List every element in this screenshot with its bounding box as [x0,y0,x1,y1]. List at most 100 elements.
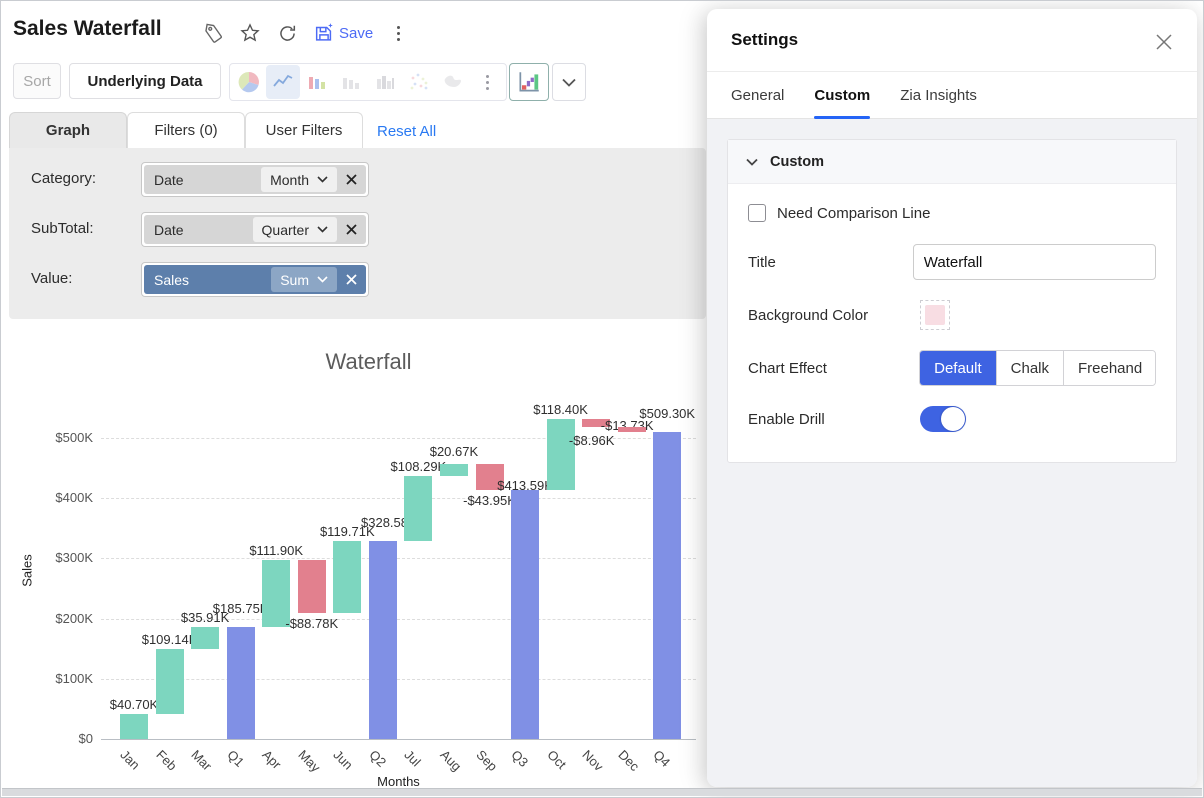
waterfall-bar-nov[interactable] [582,418,611,427]
tab-graph[interactable]: Graph [9,112,127,149]
waterfall-bar-q4[interactable] [653,432,682,739]
close-icon[interactable] [1153,31,1175,53]
need-comparison-line-checkbox[interactable] [748,204,766,222]
remove-subtotal-icon[interactable] [346,224,357,235]
x-tick-label-oct[interactable]: Oct [543,747,569,772]
chevron-down-icon [746,158,758,166]
enable-drill-label: Enable Drill [748,410,825,428]
data-label-feb: $109.14K [141,631,198,647]
chart-effect-option-freehand[interactable]: Freehand [1063,351,1156,385]
kebab-menu-icon[interactable] [386,21,410,45]
x-tick-label-dec[interactable]: Dec [615,747,643,774]
x-tick-label-apr[interactable]: Apr [259,747,285,772]
waterfall-bar-q1[interactable] [226,627,255,739]
x-tick-label-q2[interactable]: Q2 [366,747,390,770]
waterfall-chart-icon[interactable] [509,63,549,101]
bar-chart-icon[interactable] [300,65,334,99]
remove-value-icon[interactable] [346,274,357,285]
data-label-q4: $509.30K [639,406,696,422]
enable-drill-toggle[interactable] [920,406,966,432]
waterfall-bar-apr[interactable] [262,559,291,628]
chevron-down-icon [317,276,328,283]
waterfall-bar-dec[interactable] [617,427,646,433]
waterfall-bar-q2[interactable] [368,541,397,739]
tab-filters[interactable]: Filters (0) [127,112,245,149]
waterfall-bar-feb[interactable] [155,648,184,715]
refresh-icon[interactable] [275,21,299,45]
save-label: Save [339,24,374,42]
chart-effect-option-default[interactable]: Default [920,351,996,385]
value-function-select[interactable]: Sum [271,267,337,292]
page-title: Sales Waterfall [13,17,162,40]
scatter-plot-icon[interactable] [402,65,436,99]
background-color-swatch[interactable] [920,300,950,330]
y-tick-label: $400K [55,490,93,506]
x-tick-label-aug[interactable]: Aug [437,747,465,774]
x-tick-label-jun[interactable]: Jun [330,747,357,773]
chart-title-input[interactable] [912,244,1156,280]
tab-user-filters[interactable]: User Filters [245,112,363,149]
subtotal-field: Date [154,221,184,238]
waterfall-bar-oct[interactable] [546,418,575,490]
chart-effect-option-chalk[interactable]: Chalk [995,351,1063,385]
subtotal-function-select[interactable]: Quarter [252,217,337,242]
gridline [101,558,696,560]
column-chart-icon[interactable] [334,65,368,99]
settings-header: Settings [707,9,1197,71]
custom-accordion-header[interactable]: Custom [728,140,1176,184]
chevron-down-icon [317,226,328,233]
need-comparison-line-label: Need Comparison Line [777,204,931,222]
map-chart-icon[interactable] [436,65,470,99]
x-tick-label-jul[interactable]: Jul [401,747,425,770]
stacked-column-chart-icon[interactable] [368,65,402,99]
waterfall-bar-jul[interactable] [404,476,433,542]
subtotal-pill[interactable]: Date Quarter [141,212,369,247]
waterfall-bar-may[interactable] [297,559,326,614]
gridline [101,438,696,439]
waterfall-bar-q3[interactable] [511,490,540,739]
category-pill[interactable]: Date Month [141,162,369,197]
pie-chart-icon[interactable] [232,65,266,99]
horizontal-scrollbar[interactable] [2,788,1202,796]
x-tick-label-feb[interactable]: Feb [152,747,180,774]
waterfall-bar-sep[interactable] [475,463,504,490]
background-color-label: Background Color [748,306,869,324]
reset-all-link[interactable]: Reset All [377,123,437,140]
underlying-data-button[interactable]: Underlying Data [69,63,221,99]
x-tick-label-mar[interactable]: Mar [188,747,215,774]
x-tick-label-may[interactable]: May [295,747,324,775]
waterfall-bar-jun[interactable] [333,541,362,614]
category-field: Date [154,171,184,188]
data-label-oct: $118.40K [533,401,588,417]
sort-button[interactable]: Sort [13,63,61,99]
x-tick-label-q3[interactable]: Q3 [508,747,532,770]
waterfall-bar-aug[interactable] [439,463,468,476]
category-function-select[interactable]: Month [261,167,337,192]
remove-category-icon[interactable] [346,174,357,185]
tab-custom[interactable]: Custom [814,72,870,119]
x-tick-label-sep[interactable]: Sep [472,747,500,774]
chevron-down-icon[interactable] [552,63,586,101]
x-tick-label-q4[interactable]: Q4 [650,747,674,770]
tab-zia-insights[interactable]: Zia Insights [900,86,977,104]
need-comparison-line-row[interactable]: Need Comparison Line [748,204,1156,222]
waterfall-bar-jan[interactable] [120,714,148,739]
tab-general[interactable]: General [731,86,785,104]
x-tick-label-q1[interactable]: Q1 [224,747,247,770]
tag-icon[interactable] [201,21,225,45]
x-tick-label-nov[interactable]: Nov [579,747,607,774]
y-tick-label: $0 [78,731,93,746]
settings-body: Custom Need Comparison Line Title Backgr… [707,119,1197,787]
waterfall-bar-mar[interactable] [191,627,220,649]
x-tick-label-jan[interactable]: Jan [117,747,143,773]
more-chart-types-icon[interactable] [470,65,504,99]
value-field: Sales [154,271,190,288]
save-button[interactable]: Save [312,21,373,45]
custom-section-title: Custom [770,153,824,170]
line-chart-icon[interactable] [266,65,300,99]
y-tick-label: $200K [55,610,93,626]
value-pill[interactable]: Sales Sum [141,262,369,297]
chart-toolbar: Sort Underlying Data [1,63,707,103]
star-icon[interactable] [238,21,262,45]
